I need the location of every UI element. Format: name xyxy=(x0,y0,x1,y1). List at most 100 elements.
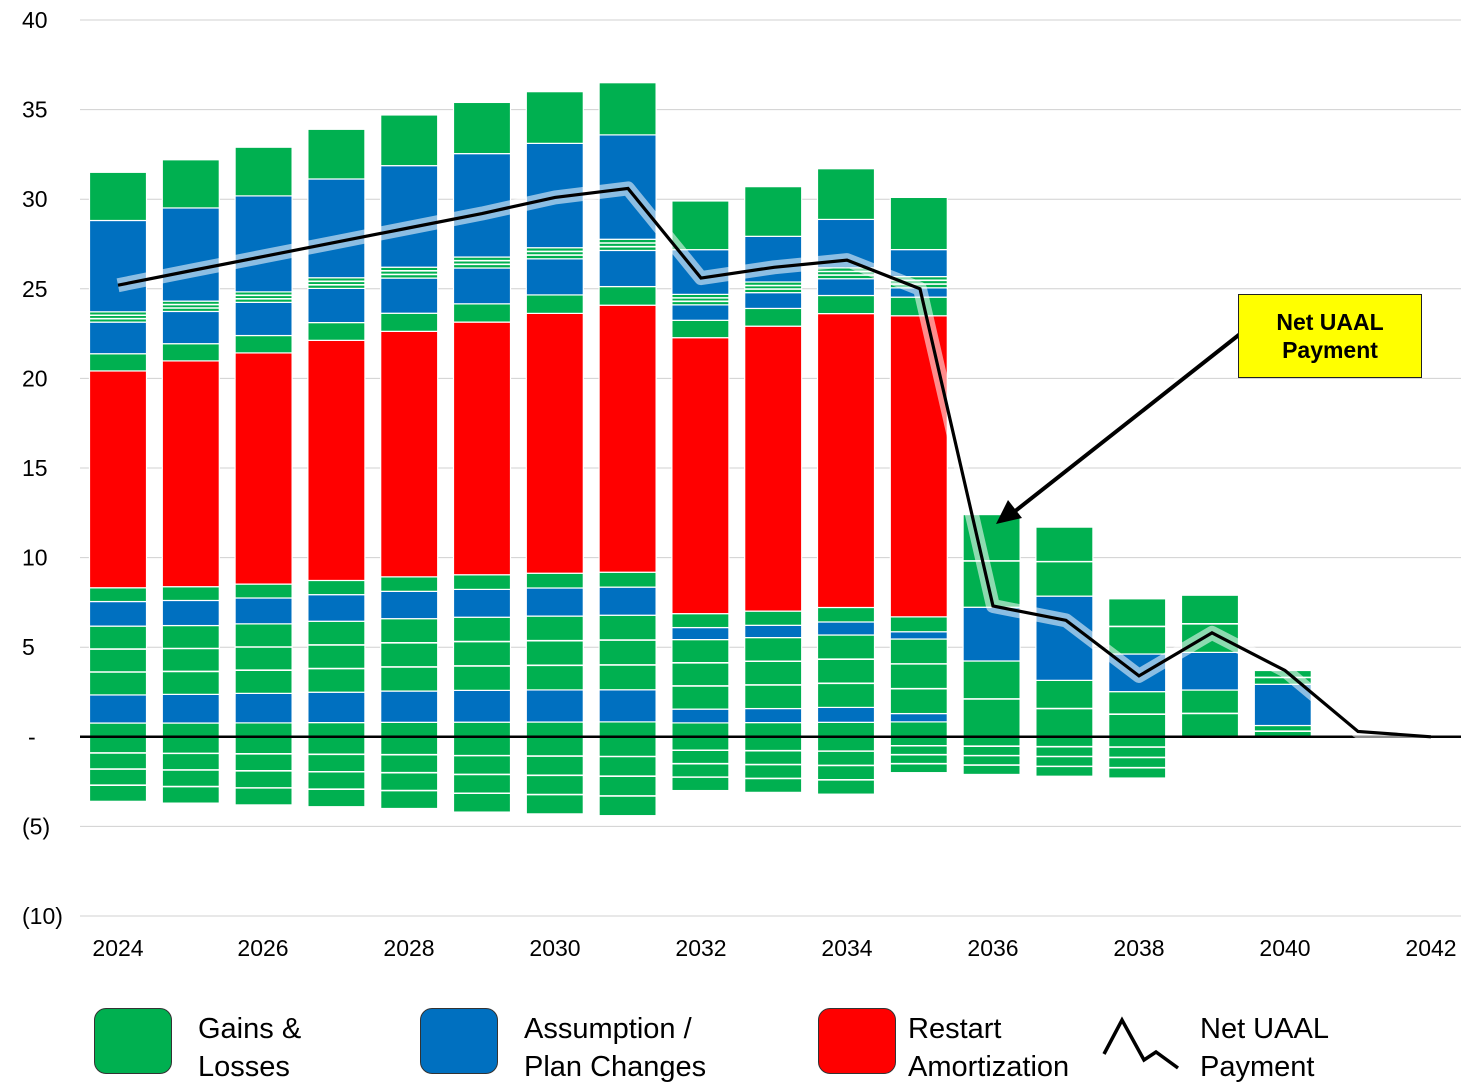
bar-gains-losses xyxy=(671,639,730,710)
bar-assumption-changes xyxy=(88,694,148,724)
bar-restart-amortization xyxy=(816,313,876,609)
bar-gains-losses xyxy=(598,571,657,588)
bar-assumption-changes xyxy=(452,588,512,618)
bar-gains-losses xyxy=(889,721,948,738)
bar-gains-losses xyxy=(307,128,366,180)
legend-item-assumption-changes: Assumption / Plan Changes xyxy=(420,1008,754,1086)
bar-gains-losses xyxy=(889,616,948,633)
x-tick-label: 2032 xyxy=(675,935,726,961)
callout-arrow-head xyxy=(996,500,1022,524)
bar-gains-losses xyxy=(816,721,876,738)
bar-gains-losses xyxy=(88,625,148,696)
x-tick-label: 2030 xyxy=(529,935,580,961)
x-axis-ticks: 2024 2026 2028 2030 2032 2034 2036 2038 2040 2042 xyxy=(92,935,1456,961)
legend-label-restart-amortization: Restart Amortization xyxy=(908,1013,1070,1083)
bar-gains-losses xyxy=(671,722,730,738)
legend-label-gains-losses: Gains & Losses xyxy=(198,1013,302,1083)
bar-gains-losses xyxy=(234,146,293,197)
legend-item-gains-losses: Gains & Losses xyxy=(94,1008,358,1086)
y-tick-label: - xyxy=(28,724,36,750)
bar-gains-losses xyxy=(525,294,584,314)
bar-gains-losses xyxy=(525,615,584,691)
bar-assumption-changes xyxy=(816,278,876,297)
bar-gains-losses xyxy=(307,321,366,341)
x-tick-label: 2028 xyxy=(383,935,434,961)
bar-assumption-changes xyxy=(452,689,512,723)
y-tick-label: 15 xyxy=(22,455,48,481)
bar-gains-losses xyxy=(307,277,366,290)
y-axis-ticks: (10) (5) - 5 10 15 20 25 30 35 40 xyxy=(22,7,63,929)
bar-assumption-changes xyxy=(889,712,948,723)
bar-assumption-changes xyxy=(380,590,439,620)
bar-assumption-changes xyxy=(525,587,584,617)
bar-gains-losses xyxy=(525,91,584,144)
bar-gains-losses xyxy=(889,638,948,715)
y-tick-label: 40 xyxy=(22,7,48,33)
bar-gains-losses xyxy=(380,721,439,738)
bar-assumption-changes xyxy=(161,693,220,724)
bar-gains-losses xyxy=(88,311,148,323)
bar-gains-losses xyxy=(525,247,584,260)
bar-gains-losses xyxy=(889,196,948,251)
bar-assumption-changes xyxy=(88,321,148,355)
bar-gains-losses xyxy=(598,82,657,136)
bar-gains-losses xyxy=(88,171,148,222)
bar-assumption-changes xyxy=(598,586,657,616)
x-tick-label: 2042 xyxy=(1405,935,1456,961)
bar-gains-losses xyxy=(161,624,220,695)
net-uaal-line-icon xyxy=(1102,1016,1180,1070)
bar-gains-losses xyxy=(380,618,439,692)
bar-gains-losses xyxy=(816,606,876,623)
net-uaal-line xyxy=(116,181,1432,744)
bar-gains-losses xyxy=(744,186,803,237)
bar-assumption-changes xyxy=(671,304,730,321)
bar-gains-losses xyxy=(452,303,512,323)
bar-gains-losses xyxy=(380,576,439,592)
y-tick-label: 25 xyxy=(22,276,48,302)
bar-gains-losses xyxy=(380,312,439,332)
callout-arrow xyxy=(996,329,1244,524)
bar-assumption-changes xyxy=(234,597,293,625)
bar-gains-losses xyxy=(234,583,293,599)
bar-gains-losses xyxy=(88,722,148,738)
bar-assumption-changes xyxy=(307,178,366,279)
bar-gains-losses xyxy=(380,114,439,167)
bar-gains-losses xyxy=(161,343,220,362)
bar-restart-amortization xyxy=(598,304,657,573)
bar-assumption-changes xyxy=(671,626,730,641)
net-uaal-callout: Net UAAL Payment xyxy=(1238,294,1422,378)
bar-gains-losses xyxy=(161,586,220,602)
bar-gains-losses xyxy=(671,293,730,306)
bar-assumption-changes xyxy=(744,707,803,724)
bar-gains-losses xyxy=(234,334,293,354)
y-tick-label: 10 xyxy=(22,545,48,571)
bar-assumption-changes xyxy=(816,621,876,636)
bar-gains-losses xyxy=(744,610,803,626)
bar-restart-amortization xyxy=(525,312,584,574)
bar-gains-losses xyxy=(452,574,512,590)
y-tick-label: (10) xyxy=(22,903,63,929)
bar-gains-losses xyxy=(744,636,803,710)
bars xyxy=(88,82,1385,817)
y-tick-label: 35 xyxy=(22,97,48,123)
bar-restart-amortization xyxy=(380,330,439,578)
x-tick-label: 2036 xyxy=(967,935,1018,961)
restart-amortization-swatch xyxy=(818,1008,896,1074)
bar-assumption-changes xyxy=(88,600,148,627)
bar-gains-losses xyxy=(816,168,876,221)
bar-gains-losses xyxy=(161,159,220,209)
x-tick-label: 2040 xyxy=(1259,935,1310,961)
bar-assumption-changes xyxy=(234,195,293,293)
bar-assumption-changes xyxy=(525,258,584,296)
legend-item-net-uaal: Net UAAL Payment xyxy=(1100,1008,1360,1086)
callout-arrow-shaft xyxy=(1012,332,1242,514)
bar-gains-losses xyxy=(234,291,293,303)
y-tick-label: 20 xyxy=(22,365,48,391)
legend: Gains & Losses Assumption / Plan Changes… xyxy=(0,1008,1461,1086)
stacked-bar-chart: (10) (5) - 5 10 15 20 25 30 35 40 2024 2026 2028 2030… xyxy=(22,7,1461,961)
bar-restart-amortization xyxy=(161,360,220,588)
bar-gains-losses xyxy=(816,634,876,709)
bar-gains-losses xyxy=(307,620,366,693)
bar-assumption-changes xyxy=(598,249,657,288)
bar-assumption-changes xyxy=(671,708,730,724)
